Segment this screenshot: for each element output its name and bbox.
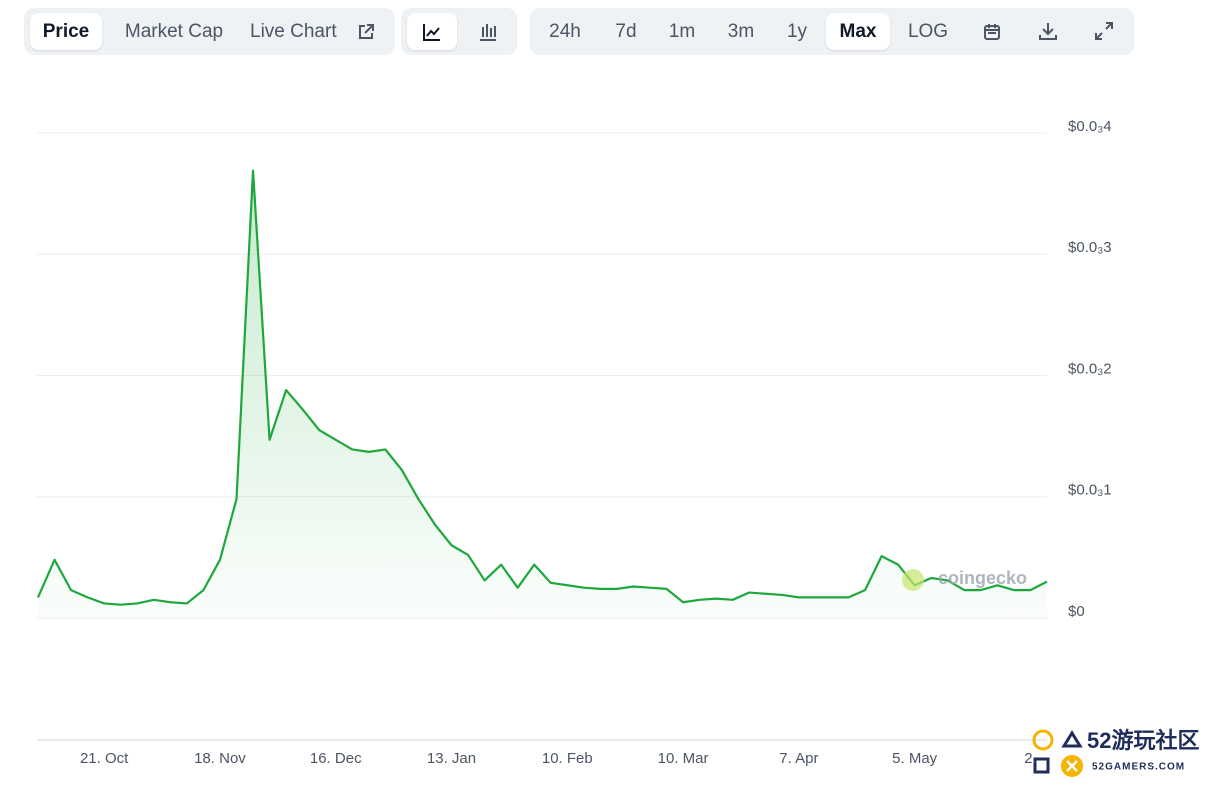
range-button[interactable]: 7d (615, 21, 637, 42)
y-tick-label: $0.0₃2 (1068, 360, 1112, 377)
watermark: coingecko (938, 568, 1027, 588)
x-tick-label: 16. Dec (310, 750, 362, 767)
line-button[interactable] (407, 13, 457, 50)
x-tick-label: 10. Mar (658, 750, 709, 767)
external-icon (359, 24, 374, 39)
range-button[interactable]: 3m (727, 21, 755, 42)
x-tick-label: 7. Apr (779, 750, 818, 767)
site-url: 52GAMERS.COM (1092, 762, 1185, 773)
watermark-logo (902, 569, 924, 591)
price-button[interactable]: Price (30, 13, 102, 50)
x-tick-label: 13. Jan (427, 750, 476, 767)
log-button[interactable]: LOG (907, 21, 949, 42)
range-button[interactable]: 24h (549, 21, 581, 42)
x-tick-label: 5. May (892, 750, 938, 767)
live-chart-button[interactable]: Live Chart (250, 21, 337, 42)
site-logo: 52游玩社区 52GAMERS.COM (1032, 728, 1199, 777)
x-tick-label: 18. Nov (194, 750, 246, 767)
fullscreen-icon[interactable] (1094, 21, 1114, 41)
range-button[interactable]: Max (826, 13, 890, 50)
y-tick-label: $0.0₃3 (1068, 239, 1112, 256)
site-name: 52游玩社区 (1087, 728, 1199, 753)
y-tick-label: $0.0₃4 (1068, 118, 1112, 135)
range-toggle: 24h 7d 1m 3m 1y Max LOG (530, 8, 1134, 55)
y-tick-label: $0.0₃1 (1068, 482, 1112, 499)
price-area (38, 170, 1047, 618)
chart-type (401, 8, 517, 55)
x-tick-label: 2. (1024, 750, 1037, 767)
x-tick-label: 21. Oct (80, 750, 129, 767)
range-button[interactable]: 1m (668, 21, 696, 42)
candle-button[interactable] (463, 13, 513, 50)
range-button[interactable]: 1y (786, 21, 808, 42)
download-icon[interactable] (1038, 21, 1058, 41)
y-tick-label: $0 (1068, 603, 1085, 620)
market-cap-button[interactable]: Market Cap (124, 21, 224, 42)
calendar-icon[interactable] (982, 22, 1002, 42)
view-toggle: Price Market Cap Live Chart (24, 8, 395, 55)
x-tick-label: 10. Feb (542, 750, 593, 767)
price-line (36, 169, 1048, 606)
